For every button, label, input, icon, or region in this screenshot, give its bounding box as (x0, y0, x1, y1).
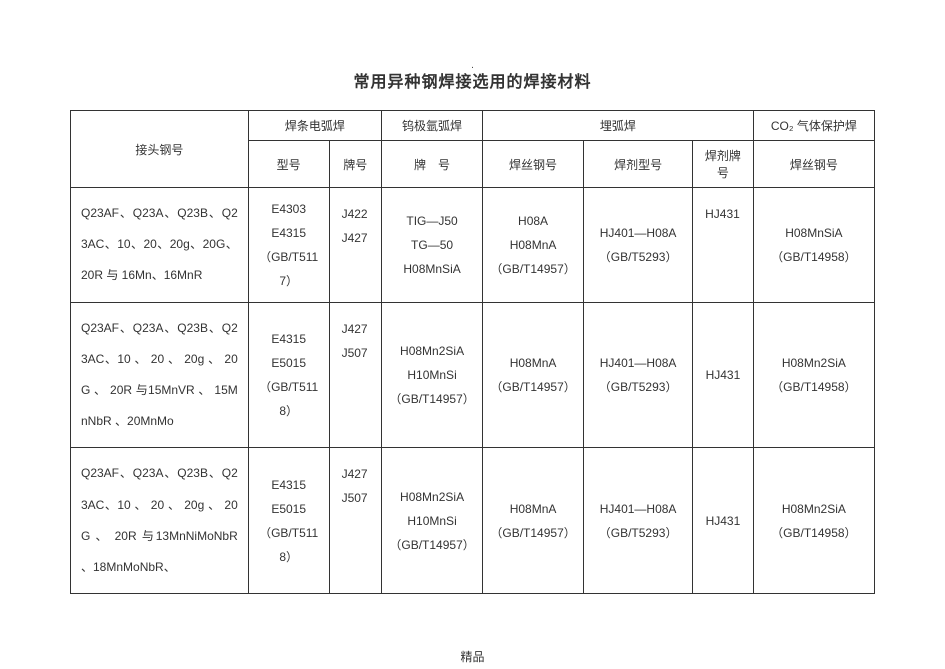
th-saw: 埋弧焊 (483, 111, 754, 141)
th-co2: CO₂ 气体保护焊 (753, 111, 874, 141)
cell-co2-wire: H08Mn2SiA（GB/T14958） (753, 302, 874, 448)
cell-smaw-brand: J422J427 (329, 188, 382, 303)
th-joint-type: 接头钢号 (71, 111, 249, 188)
cell-saw-flux-brand: HJ431 (693, 302, 754, 448)
table-row: Q23AF、Q23A、Q23B、Q23AC、10 、 20 、 20g 、 20… (71, 448, 875, 594)
cell-saw-wire: H08AH08MnA（GB/T14957） (483, 188, 584, 303)
cell-saw-wire: H08MnA（GB/T14957） (483, 448, 584, 594)
th-co2-wire: 焊丝钢号 (753, 141, 874, 188)
cell-saw-flux-brand: HJ431 (693, 448, 754, 594)
cell-saw-wire: H08MnA（GB/T14957） (483, 302, 584, 448)
th-smaw-model: 型号 (248, 141, 329, 188)
cell-tig: H08Mn2SiAH10MnSi（GB/T14957） (382, 302, 483, 448)
cell-saw-flux-brand: HJ431 (693, 188, 754, 303)
cell-smaw-model: E4315E5015（GB/T5118） (248, 302, 329, 448)
page-title: 常用异种钢焊接选用的焊接材料 (70, 68, 875, 92)
cell-joint: Q23AF、Q23A、Q23B、Q23AC、10 、 20 、 20g 、 20… (71, 302, 249, 448)
cell-saw-flux-model: HJ401—H08A（GB/T5293） (584, 302, 693, 448)
page-footer: 精品 (0, 648, 945, 665)
cell-smaw-model: E4315E5015（GB/T5118） (248, 448, 329, 594)
th-smaw-brand: 牌号 (329, 141, 382, 188)
table-row: Q23AF、Q23A、Q23B、Q23AC、10、20、20g、20G、20R … (71, 188, 875, 303)
cell-smaw-model: E4303E4315（GB/T5117） (248, 188, 329, 303)
th-saw-wire: 焊丝钢号 (483, 141, 584, 188)
th-tig: 钨极氩弧焊 (382, 111, 483, 141)
th-tig-sub: 牌 号 (382, 141, 483, 188)
th-smaw: 焊条电弧焊 (248, 111, 381, 141)
cell-joint: Q23AF、Q23A、Q23B、Q23AC、10、20、20g、20G、20R … (71, 188, 249, 303)
page-marker: . (471, 60, 474, 71)
table-header-row-1: 接头钢号 焊条电弧焊 钨极氩弧焊 埋弧焊 CO₂ 气体保护焊 (71, 111, 875, 141)
cell-tig: H08Mn2SiAH10MnSi（GB/T14957） (382, 448, 483, 594)
cell-saw-flux-model: HJ401—H08A（GB/T5293） (584, 188, 693, 303)
cell-saw-flux-model: HJ401—H08A（GB/T5293） (584, 448, 693, 594)
th-saw-flux-model: 焊剂型号 (584, 141, 693, 188)
cell-joint: Q23AF、Q23A、Q23B、Q23AC、10 、 20 、 20g 、 20… (71, 448, 249, 594)
cell-tig: TIG—J50TG—50H08MnSiA (382, 188, 483, 303)
welding-materials-table: 接头钢号 焊条电弧焊 钨极氩弧焊 埋弧焊 CO₂ 气体保护焊 型号 牌号 牌 号… (70, 110, 875, 594)
cell-smaw-brand: J427J507 (329, 302, 382, 448)
cell-co2-wire: H08MnSiA（GB/T14958） (753, 188, 874, 303)
cell-smaw-brand: J427J507 (329, 448, 382, 594)
table-row: Q23AF、Q23A、Q23B、Q23AC、10 、 20 、 20g 、 20… (71, 302, 875, 448)
th-saw-flux-brand: 焊剂牌号 (693, 141, 754, 188)
cell-co2-wire: H08Mn2SiA（GB/T14958） (753, 448, 874, 594)
